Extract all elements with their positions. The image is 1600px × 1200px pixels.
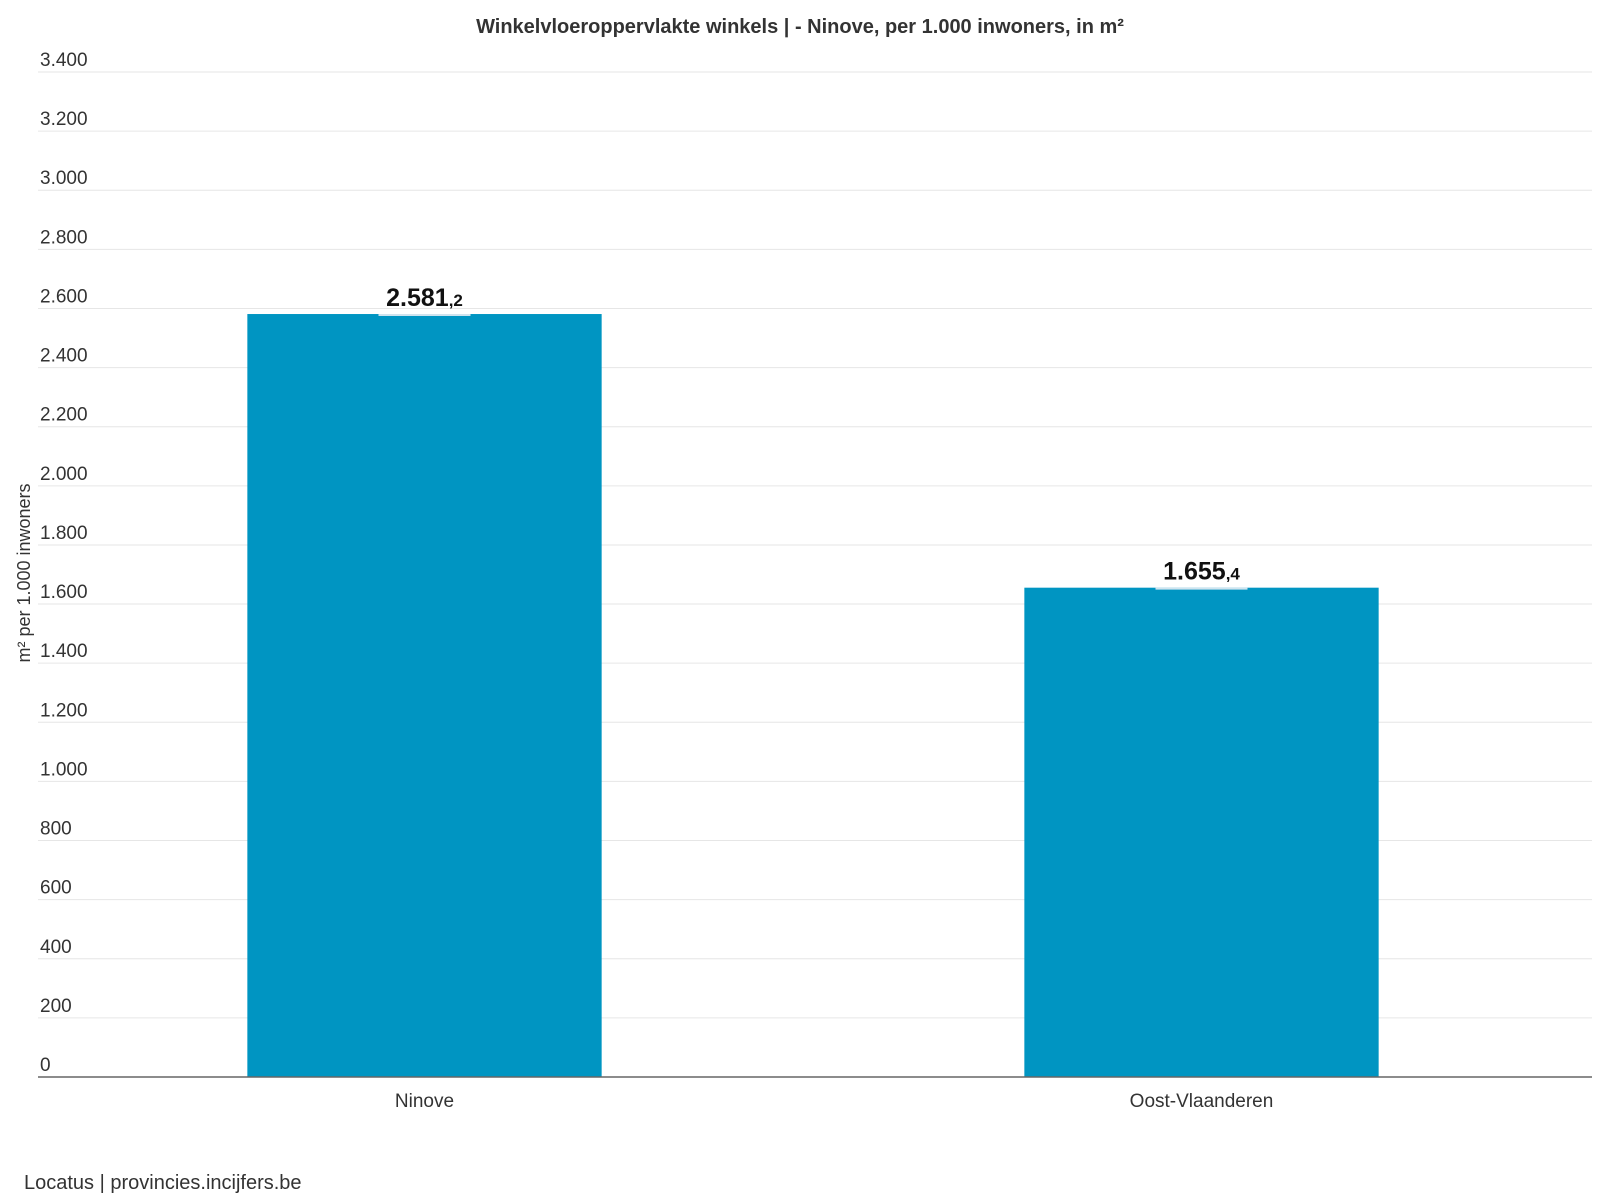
y-tick-label: 400 xyxy=(40,937,72,958)
bar xyxy=(1024,587,1379,1077)
x-tick-label: Ninove xyxy=(395,1091,454,1112)
x-tick-label: Oost-Vlaanderen xyxy=(1130,1091,1274,1112)
y-tick-label: 200 xyxy=(40,996,72,1017)
bars xyxy=(247,314,1379,1077)
y-axis-ticks: 0 200 400 600 800 1.000 1.200 1.400 1.600 1.800 2.… xyxy=(40,50,88,1076)
y-tick-label: 1.600 xyxy=(40,582,88,603)
y-tick-label: 800 xyxy=(40,819,72,840)
value-labels: 2.581,2 1.655,4 xyxy=(378,284,1248,590)
y-tick-label: 2.800 xyxy=(40,227,88,248)
y-tick-label: 2.600 xyxy=(40,286,88,307)
y-tick-label: 3.000 xyxy=(40,168,88,189)
y-axis-title: m² per 1.000 inwoners xyxy=(14,483,34,662)
y-tick-label: 1.200 xyxy=(40,700,88,721)
source-credit: Locatus | provincies.incijfers.be xyxy=(24,1172,302,1194)
y-tick-label: 600 xyxy=(40,878,72,899)
data-label: 1.655,4 xyxy=(1163,558,1240,586)
x-axis-categories: Ninove Oost-Vlaanderen xyxy=(395,1091,1273,1112)
bar xyxy=(247,314,602,1077)
y-tick-label: 3.400 xyxy=(40,50,88,71)
y-tick-label: 0 xyxy=(40,1055,51,1076)
y-tick-label: 2.200 xyxy=(40,405,88,426)
y-tick-label: 2.400 xyxy=(40,346,88,367)
y-tick-label: 1.800 xyxy=(40,523,88,544)
y-tick-label: 3.200 xyxy=(40,109,88,130)
y-tick-label: 1.400 xyxy=(40,641,88,662)
y-tick-label: 2.000 xyxy=(40,464,88,485)
data-label: 2.581,2 xyxy=(386,284,463,312)
chart-title: Winkelvloeroppervlakte winkels | - Ninov… xyxy=(476,16,1124,38)
y-tick-label: 1.000 xyxy=(40,759,88,780)
